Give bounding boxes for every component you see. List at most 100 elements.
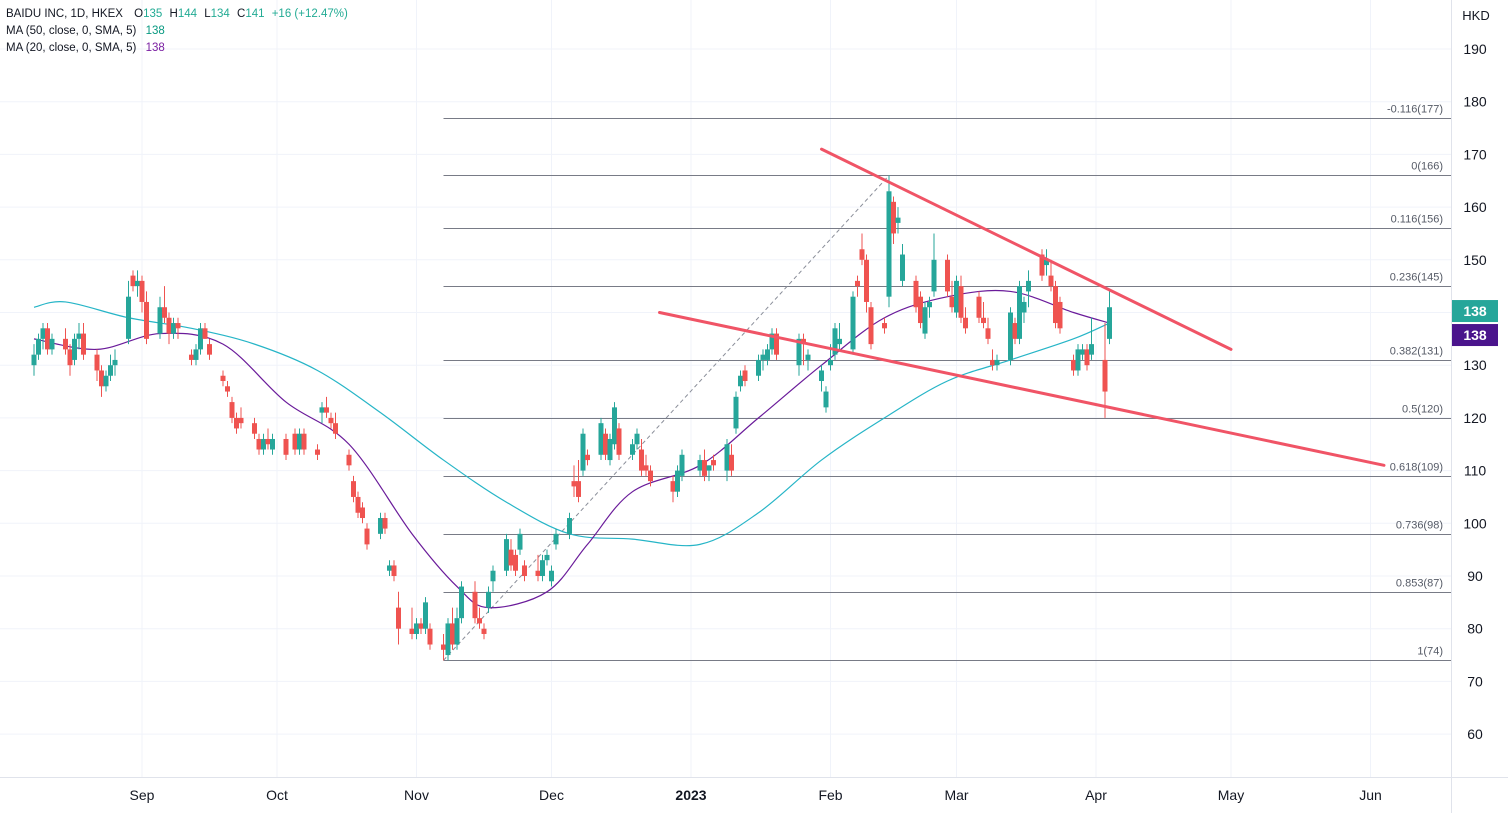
candle[interactable] xyxy=(477,607,482,629)
candle[interactable] xyxy=(576,460,581,503)
candle[interactable] xyxy=(1026,270,1031,308)
candle[interactable] xyxy=(994,354,1000,371)
candle[interactable] xyxy=(72,333,77,366)
candle[interactable] xyxy=(931,233,937,297)
candle[interactable] xyxy=(823,386,829,413)
candle[interactable] xyxy=(508,539,514,571)
candle[interactable] xyxy=(297,428,302,455)
candle[interactable] xyxy=(760,349,766,371)
candle[interactable] xyxy=(544,549,550,566)
candle[interactable] xyxy=(315,444,320,461)
candle[interactable] xyxy=(270,433,275,455)
candle[interactable] xyxy=(108,354,113,382)
candle[interactable] xyxy=(175,317,181,339)
candle[interactable] xyxy=(81,323,86,360)
candle[interactable] xyxy=(378,512,383,540)
candle[interactable] xyxy=(414,618,419,640)
candle[interactable] xyxy=(135,270,140,297)
candle[interactable] xyxy=(805,349,811,371)
candle[interactable] xyxy=(346,449,352,471)
candle[interactable] xyxy=(522,560,527,582)
candle[interactable] xyxy=(441,633,446,661)
candle[interactable] xyxy=(868,301,874,350)
candle[interactable] xyxy=(162,286,167,324)
candle[interactable] xyxy=(981,301,986,329)
candle[interactable] xyxy=(198,323,203,355)
candle[interactable] xyxy=(679,449,685,482)
candle[interactable] xyxy=(427,623,433,650)
legend-ma50-row[interactable]: MA (50, close, 0, SMA, 5) 138 xyxy=(6,23,352,40)
candle[interactable] xyxy=(207,338,212,360)
candle[interactable] xyxy=(985,317,991,345)
candle[interactable] xyxy=(238,407,244,429)
candle[interactable] xyxy=(481,623,487,640)
candle[interactable] xyxy=(859,233,865,266)
candle[interactable] xyxy=(891,196,896,244)
candle[interactable] xyxy=(958,275,964,324)
candle[interactable] xyxy=(1048,259,1054,292)
candle[interactable] xyxy=(729,444,734,476)
candle[interactable] xyxy=(256,433,262,455)
candle[interactable] xyxy=(648,465,653,487)
candle[interactable] xyxy=(166,312,172,345)
candle[interactable] xyxy=(1044,249,1049,276)
candle[interactable] xyxy=(157,296,163,339)
candle[interactable] xyxy=(643,454,649,476)
candle[interactable] xyxy=(202,323,208,339)
candle[interactable] xyxy=(1012,317,1018,345)
candle[interactable] xyxy=(112,349,118,376)
candle[interactable] xyxy=(126,280,131,345)
candle[interactable] xyxy=(486,586,491,613)
candle[interactable] xyxy=(738,370,743,392)
candle[interactable] xyxy=(549,565,554,587)
candle[interactable] xyxy=(351,475,356,503)
candle[interactable] xyxy=(756,354,761,382)
trendline-upper[interactable] xyxy=(820,147,1233,351)
candle[interactable] xyxy=(567,512,572,540)
candle[interactable] xyxy=(670,475,676,503)
candle[interactable] xyxy=(189,349,194,366)
candle[interactable] xyxy=(639,438,644,476)
candle[interactable] xyxy=(850,291,856,355)
candle[interactable] xyxy=(328,412,334,429)
candles[interactable] xyxy=(31,175,1113,661)
candle[interactable] xyxy=(193,344,199,366)
candle[interactable] xyxy=(945,254,950,297)
candle[interactable] xyxy=(1107,291,1112,345)
candle[interactable] xyxy=(1057,296,1063,334)
candle[interactable] xyxy=(103,370,109,392)
candle[interactable] xyxy=(454,607,460,650)
candle[interactable] xyxy=(229,396,235,424)
candle[interactable] xyxy=(445,618,451,661)
candle[interactable] xyxy=(769,328,775,355)
candle[interactable] xyxy=(553,528,559,550)
fib-levels[interactable]: -0.116(177) 0(166) 0.116(156) 0.236(145) 0.3… xyxy=(443,104,1452,661)
candle[interactable] xyxy=(1084,344,1090,371)
candle[interactable] xyxy=(1053,280,1058,329)
legend-symbol-row[interactable]: BAIDU INC, 1D, HKEX O135 H144 L134 C141 … xyxy=(6,6,352,23)
candle[interactable] xyxy=(742,365,748,387)
trendline-lower[interactable] xyxy=(658,311,1386,467)
candle[interactable] xyxy=(409,607,415,640)
candle[interactable] xyxy=(324,396,329,418)
candle[interactable] xyxy=(1017,280,1022,345)
candle[interactable] xyxy=(283,433,289,461)
candle[interactable] xyxy=(855,275,860,297)
candle[interactable] xyxy=(45,323,50,355)
candle[interactable] xyxy=(139,275,145,313)
candle[interactable] xyxy=(459,581,464,624)
candle[interactable] xyxy=(472,581,478,624)
candle[interactable] xyxy=(990,349,995,371)
candle[interactable] xyxy=(949,280,955,313)
candle[interactable] xyxy=(886,175,892,308)
candle[interactable] xyxy=(706,465,712,482)
candle[interactable] xyxy=(882,317,887,334)
candle[interactable] xyxy=(603,428,608,461)
candle[interactable] xyxy=(382,512,388,534)
candle[interactable] xyxy=(585,449,590,466)
candle[interactable] xyxy=(220,370,226,387)
candle[interactable] xyxy=(450,607,455,650)
candle[interactable] xyxy=(571,465,577,497)
candle[interactable] xyxy=(675,465,680,497)
